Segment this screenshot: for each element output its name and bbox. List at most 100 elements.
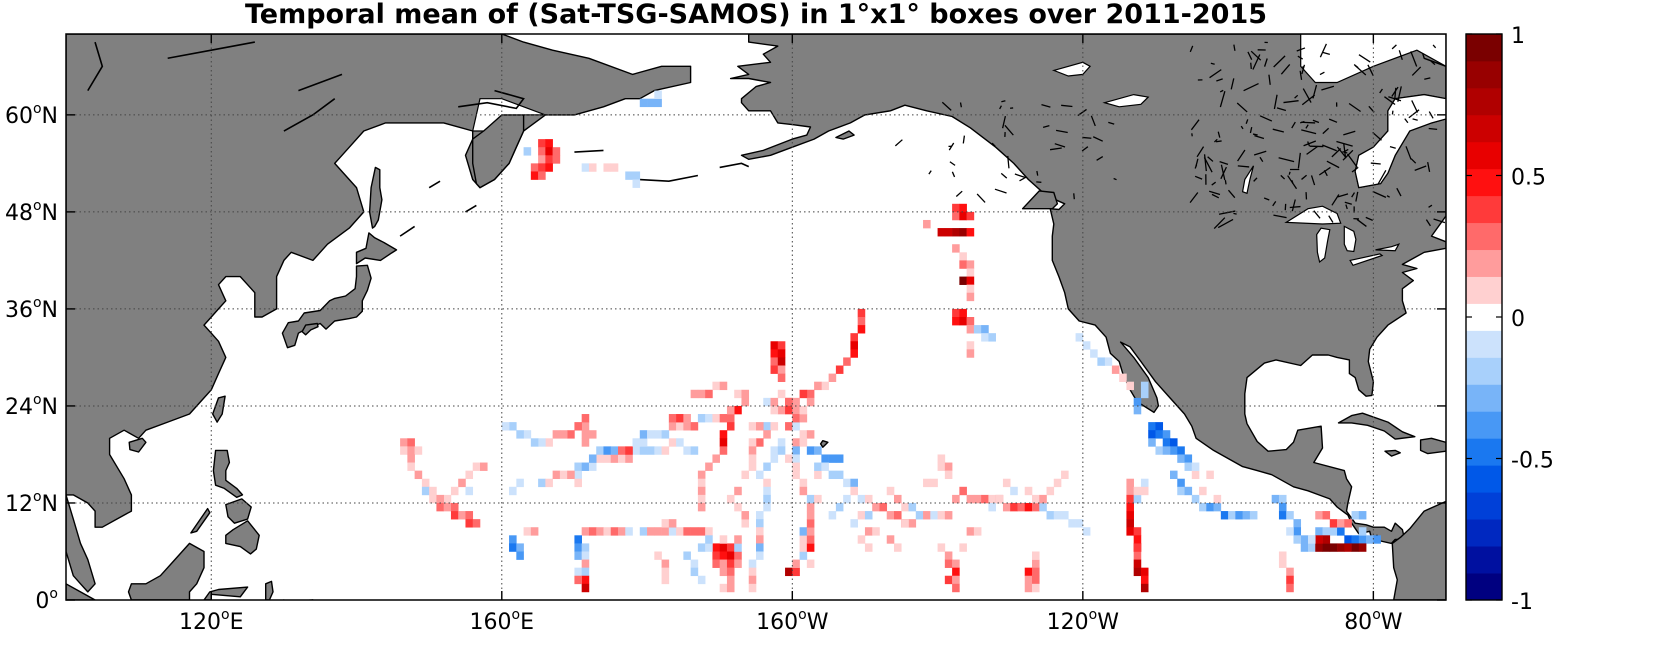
canadian-lake-stroke <box>1259 115 1273 122</box>
canadian-lake-stroke <box>1224 180 1227 185</box>
data-cell <box>1351 543 1360 552</box>
canadian-lake-stroke <box>1254 135 1265 140</box>
data-cell <box>668 438 677 447</box>
data-cell <box>959 317 967 326</box>
data-cell <box>1082 341 1091 350</box>
fjord-stroke <box>941 101 952 111</box>
hawaii <box>819 440 829 448</box>
data-cell <box>574 551 582 560</box>
data-cell <box>1184 486 1193 496</box>
data-cell <box>676 414 684 423</box>
canadian-lake-stroke <box>1227 189 1236 199</box>
data-cell <box>835 502 844 512</box>
data-cell <box>944 511 953 520</box>
colorbar-segment <box>1466 411 1502 439</box>
fjord-stroke <box>1041 103 1051 108</box>
data-cell <box>1053 478 1062 488</box>
hokkaido <box>355 232 398 265</box>
data-cell <box>1278 511 1287 520</box>
canadian-lake-stroke <box>1253 177 1258 182</box>
data-cell <box>1155 422 1164 431</box>
data-cell <box>509 535 517 544</box>
data-cell <box>1177 486 1185 496</box>
data-cell <box>886 486 895 496</box>
canadian-lake-stroke <box>1303 140 1317 147</box>
data-cell <box>763 494 771 504</box>
data-cell <box>581 527 590 536</box>
canadian-lake-stroke <box>1291 121 1296 129</box>
canadian-lake-stroke <box>1319 43 1327 58</box>
data-cell <box>712 381 720 391</box>
south-america-corner <box>1391 500 1446 600</box>
canadian-lake-stroke <box>1196 146 1205 158</box>
data-cell <box>777 389 786 399</box>
data-cell <box>1140 567 1149 577</box>
data-cell <box>1358 511 1367 520</box>
colorbar-labels: 1 0.5 0 -0.5 -1 <box>1511 24 1554 615</box>
data-cell <box>966 349 975 358</box>
data-cell <box>639 446 648 455</box>
canadian-lake-stroke <box>1306 145 1319 155</box>
data-cell <box>545 139 553 148</box>
canadian-lake-stroke <box>1353 63 1359 69</box>
data-cell <box>1293 519 1302 528</box>
data-cell <box>952 203 960 213</box>
data-cell <box>1308 535 1316 544</box>
data-cell <box>872 502 880 512</box>
canadian-lake-stroke <box>1236 102 1248 113</box>
canadian-lake-stroke <box>1215 140 1222 143</box>
data-cell <box>647 98 655 108</box>
data-cell <box>632 438 641 447</box>
data-cell <box>777 405 786 415</box>
data-cell <box>988 502 996 512</box>
data-cell <box>952 583 960 593</box>
data-cell <box>603 454 612 463</box>
data-cell <box>1337 519 1345 528</box>
latitude-label: 12oN <box>5 489 58 517</box>
data-cell <box>1177 478 1185 488</box>
data-cell <box>1024 486 1033 496</box>
canadian-lake-stroke <box>1220 164 1226 181</box>
canadian-lake-stroke <box>1259 156 1264 163</box>
canadian-lake-stroke <box>1428 204 1433 208</box>
data-cell <box>407 462 415 471</box>
canadian-lake-stroke <box>1273 214 1287 219</box>
data-cell <box>792 454 800 463</box>
data-cell <box>1344 543 1352 552</box>
data-cell <box>1315 527 1323 536</box>
canadian-lake-stroke <box>1287 175 1298 190</box>
data-cell <box>516 430 524 439</box>
canadian-lake-stroke <box>1328 215 1334 223</box>
canadian-lake-stroke <box>1268 74 1271 85</box>
canadian-lake-stroke <box>1272 128 1285 133</box>
data-cell <box>1024 583 1033 593</box>
data-cell <box>516 543 524 552</box>
data-cell <box>603 446 612 455</box>
data-cell <box>1249 511 1258 520</box>
data-cell <box>632 446 641 455</box>
data-cell <box>588 462 597 471</box>
coastlines <box>87 41 1446 237</box>
data-cell <box>1002 478 1011 488</box>
data-cell <box>741 511 750 520</box>
data-cell <box>1133 559 1142 568</box>
data-cell <box>777 357 786 366</box>
data-cell <box>610 527 619 536</box>
colorbar-segment <box>1466 60 1502 89</box>
data-cell <box>450 486 459 496</box>
data-cell <box>959 252 967 261</box>
data-cell <box>661 575 670 585</box>
canadian-lake-stroke <box>1326 160 1340 169</box>
canadian-lake-stroke <box>1230 78 1235 90</box>
canadian-lake-stroke <box>1276 107 1287 112</box>
data-cell <box>806 559 815 568</box>
jamaica <box>1384 449 1401 457</box>
data-cell <box>1111 365 1120 374</box>
colorbar-segment <box>1466 438 1502 466</box>
data-cell <box>574 470 582 480</box>
data-cell <box>480 462 488 471</box>
data-cell <box>806 389 815 399</box>
canadian-lake-stroke <box>1252 133 1258 136</box>
data-cell <box>944 462 953 471</box>
island-chain-line <box>639 174 699 182</box>
